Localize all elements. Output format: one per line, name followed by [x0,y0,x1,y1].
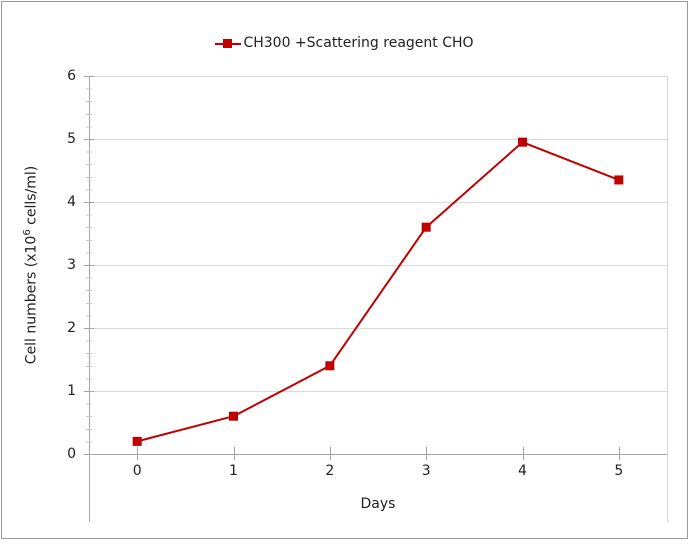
data-point-marker [132,436,142,446]
data-point-marker [421,222,431,232]
y-tick-label-0: 0 [67,446,76,462]
x-tick-label-3: 3 [421,463,431,479]
x-tick-label-2: 2 [325,463,335,479]
y-axis-title-superscript: 6 [22,229,33,236]
data-point-marker [325,361,335,371]
y-tick-label-1: 1 [67,383,76,399]
x-tick-label-1: 1 [229,463,238,479]
x-axis-title: Days [360,496,396,512]
y-tick-label-5: 5 [67,131,76,147]
legend: CH300 +Scattering reagent CHO [0,33,689,53]
x-tick-label-4: 4 [518,463,527,479]
y-axis-title-prefix: Cell numbers (x10 [23,235,40,365]
x-tick-label-0: 0 [132,463,142,479]
legend-series-marker-icon [215,38,242,48]
y-tick-label-6: 6 [67,68,76,84]
y-tick-label-4: 4 [67,194,76,210]
data-point-marker [614,175,624,185]
data-point-marker [229,411,238,421]
legend-label: CH300 +Scattering reagent CHO [243,35,474,51]
series-line [136,141,620,443]
data-point-marker [518,137,527,147]
y-tick-label-2: 2 [67,320,76,336]
x-tick-label-5: 5 [614,463,624,479]
y-tick-label-3: 3 [67,257,76,273]
legend-square-icon [223,38,233,48]
